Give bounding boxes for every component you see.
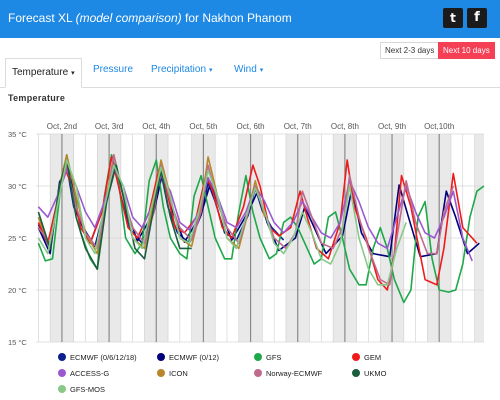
next-10-days-button[interactable]: Next 10 days — [438, 42, 495, 59]
legend-dot-icon — [157, 353, 165, 361]
temperature-chart: Oct, 2nd Oct, 3rd Oct, 4th Oct, 5th Oct, 6th… — [8, 122, 485, 347]
legend-label: UKMO — [364, 369, 387, 378]
legend-item[interactable]: GFS-MOS — [58, 385, 105, 394]
tab-label: Pressure — [93, 64, 134, 75]
title-location: for Nakhon Phanom — [184, 11, 292, 25]
tab-wind[interactable]: Wind ▾ — [234, 64, 263, 75]
legend-dot-icon — [58, 385, 66, 393]
chart-legend: ECMWF (0/6/12/18) ECMWF (0/12) GFS GEM ACCES… — [0, 350, 500, 400]
y-tick-label: 35 °C — [8, 130, 27, 139]
chevron-down-icon: ▾ — [71, 70, 75, 77]
legend-dot-icon — [58, 353, 66, 361]
legend-item[interactable]: GFS — [254, 353, 281, 362]
legend-label: ACCESS-G — [70, 369, 110, 378]
series-line — [37, 159, 407, 286]
legend-dot-icon — [352, 369, 360, 377]
series-line — [37, 153, 485, 304]
x-tick-label: Oct, 4th — [142, 122, 170, 131]
title-prefix: Forecast XL — [8, 11, 73, 25]
x-tick-label: Oct, 6th — [237, 122, 265, 131]
section-title: Temperature — [8, 93, 66, 103]
title-italic: (model comparison) — [75, 11, 182, 25]
legend-label: ECMWF (0/12) — [169, 353, 220, 362]
page-title: Forecast XL (model comparison) for Nakho… — [8, 11, 292, 25]
x-tick-label: Oct, 8th — [331, 122, 359, 131]
legend-item[interactable]: ECMWF (0/6/12/18) — [58, 353, 137, 362]
tab-bar: Temperature ▾ Pressure Precipitation ▾ Win… — [0, 58, 500, 88]
x-tick-label: Oct,10th — [424, 122, 454, 131]
y-tick-label: 25 °C — [8, 234, 27, 243]
legend-label: ECMWF (0/6/12/18) — [70, 353, 137, 362]
legend-label: Norway-ECMWF — [266, 369, 323, 378]
legend-dot-icon — [254, 369, 262, 377]
legend-label: GEM — [364, 353, 382, 362]
tab-label: Temperature — [12, 67, 69, 78]
legend-item[interactable]: ECMWF (0/12) — [157, 353, 219, 362]
next-2-3-days-button[interactable]: Next 2-3 days — [380, 42, 440, 59]
x-tick-label: Oct, 2nd — [47, 122, 77, 131]
x-tick-label: Oct, 5th — [189, 122, 217, 131]
y-tick-label: 30 °C — [8, 182, 27, 191]
legend-dot-icon — [157, 369, 165, 377]
tab-temperature[interactable]: Temperature ▾ — [5, 58, 82, 88]
y-tick-label: 15 °C — [8, 338, 27, 347]
legend-item[interactable]: UKMO — [352, 369, 387, 378]
legend-item[interactable]: ICON — [157, 369, 188, 378]
tab-label: Precipitation — [151, 64, 207, 75]
legend-item[interactable]: ACCESS-G — [58, 369, 109, 378]
x-tick-label: Oct, 9th — [378, 122, 406, 131]
legend-label: GFS — [266, 353, 282, 362]
facebook-icon[interactable]: f — [467, 8, 487, 28]
legend-item[interactable]: Norway-ECMWF — [254, 369, 322, 378]
tab-pressure[interactable]: Pressure — [93, 64, 133, 75]
twitter-icon[interactable]: t — [443, 8, 463, 28]
legend-label: GFS-MOS — [70, 385, 105, 394]
header-bar: Forecast XL (model comparison) for Nakho… — [0, 0, 500, 38]
legend-label: ICON — [169, 369, 188, 378]
legend-dot-icon — [352, 353, 360, 361]
chevron-down-icon: ▾ — [259, 67, 264, 74]
legend-item[interactable]: GEM — [352, 353, 381, 362]
legend-dot-icon — [58, 369, 66, 377]
tab-precipitation[interactable]: Precipitation ▾ — [151, 64, 213, 75]
y-tick-label: 20 °C — [8, 286, 27, 295]
x-tick-label: Oct, 7th — [284, 122, 312, 131]
legend-dot-icon — [254, 353, 262, 361]
chevron-down-icon: ▾ — [209, 67, 213, 74]
x-tick-label: Oct, 3rd — [95, 122, 123, 131]
series-line — [37, 156, 478, 291]
tab-label: Wind — [234, 64, 257, 75]
